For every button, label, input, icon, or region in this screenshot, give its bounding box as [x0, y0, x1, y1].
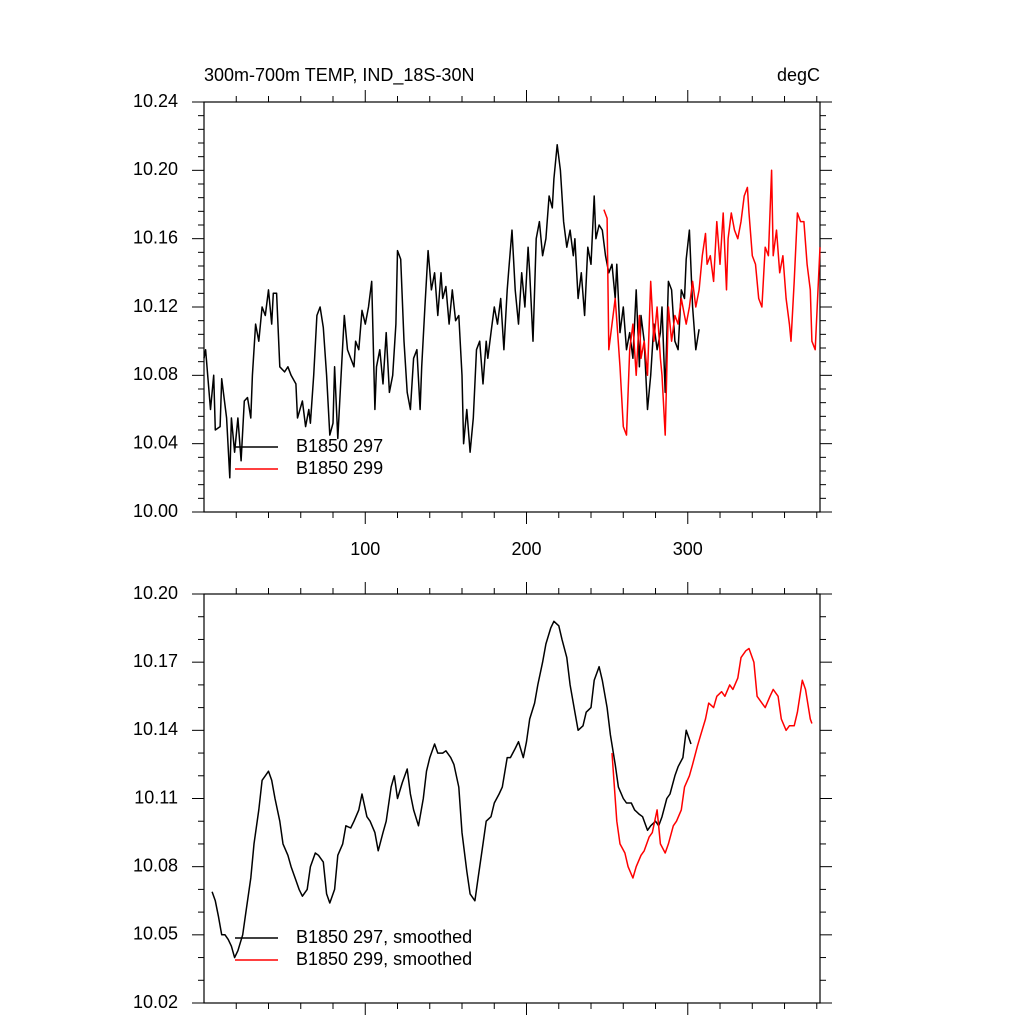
- y-tick-label: 10.02: [133, 992, 178, 1012]
- chart-title: 300m-700m TEMP, IND_18S-30N: [204, 65, 474, 86]
- x-tick-label: 200: [511, 539, 541, 559]
- y-tick-label: 10.04: [133, 432, 178, 452]
- legend-label: B1850 297, smoothed: [296, 927, 472, 947]
- y-tick-label: 10.05: [133, 924, 178, 944]
- y-tick-label: 10.14: [133, 719, 178, 739]
- units-label: degC: [777, 65, 820, 85]
- y-tick-label: 10.20: [133, 159, 178, 179]
- x-tick-label: 100: [350, 539, 380, 559]
- legend-label: B1850 299: [296, 458, 383, 478]
- y-tick-label: 10.17: [133, 651, 178, 671]
- y-tick-label: 10.16: [133, 227, 178, 247]
- y-tick-label: 10.08: [133, 364, 178, 384]
- legend-label: B1850 299, smoothed: [296, 949, 472, 969]
- x-tick-label: 300: [673, 539, 703, 559]
- legend-label: B1850 297: [296, 436, 383, 456]
- y-tick-label: 10.12: [133, 296, 178, 316]
- data-line: [611, 647, 813, 879]
- y-tick-label: 10.08: [133, 855, 178, 875]
- y-tick-label: 10.24: [133, 91, 178, 111]
- data-line: [203, 143, 700, 479]
- data-line: [603, 169, 821, 436]
- y-tick-label: 10.20: [133, 583, 178, 603]
- y-tick-label: 10.00: [133, 501, 178, 521]
- y-tick-label: 10.11: [134, 787, 178, 807]
- data-line: [211, 620, 692, 959]
